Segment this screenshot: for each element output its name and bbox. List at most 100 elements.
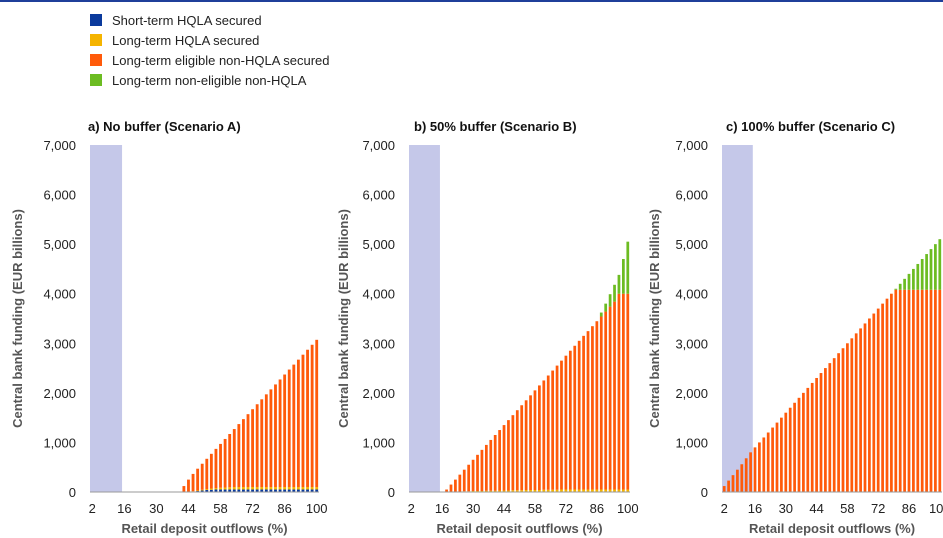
- y-tick-label: 2,000: [43, 386, 76, 401]
- bar-segment: [894, 289, 898, 492]
- bar-segment: [205, 458, 209, 490]
- bar-segment: [573, 489, 577, 492]
- x-tick-label: 72: [871, 501, 885, 516]
- y-tick-label: 1,000: [675, 435, 708, 450]
- bar-segment: [205, 490, 209, 492]
- bar-segment: [591, 326, 594, 490]
- bar-segment: [626, 489, 630, 492]
- bar-segment: [251, 409, 255, 488]
- bar-segment: [498, 490, 501, 492]
- bar-segment: [788, 407, 792, 492]
- bar-segment: [898, 283, 902, 290]
- bar-segment: [260, 487, 264, 490]
- y-tick-label: 6,000: [362, 188, 395, 203]
- bar-segment: [749, 452, 752, 492]
- bar-segment: [200, 490, 204, 492]
- bar-segment: [283, 487, 287, 490]
- bar-segment: [586, 489, 590, 492]
- bar-segment: [582, 489, 585, 492]
- bar-segment: [894, 288, 898, 290]
- x-tick-label: 44: [497, 501, 511, 516]
- bar-segment: [524, 400, 528, 491]
- legend-item-eligible-non-hqla: Long-term eligible non-HQLA secured: [90, 50, 330, 70]
- bar-segment: [209, 488, 213, 490]
- bar-segment: [242, 487, 245, 490]
- x-tick-label: 58: [840, 501, 854, 516]
- bar-segment: [264, 394, 268, 488]
- bar-segment: [515, 410, 519, 491]
- x-tick-label: 2: [408, 501, 415, 516]
- bar-segment: [498, 430, 501, 491]
- chart-title: b) 50% buffer (Scenario B): [414, 119, 577, 134]
- bar-segment: [744, 458, 748, 492]
- bar-segment: [251, 489, 255, 492]
- bar-segment: [232, 487, 236, 490]
- bar-segment: [533, 490, 537, 492]
- bar-segment: [269, 389, 273, 488]
- shaded-region: [722, 145, 753, 492]
- bar-segment: [246, 487, 250, 490]
- bar-segment: [621, 259, 625, 294]
- bar-segment: [228, 489, 232, 492]
- bar-segment: [306, 487, 309, 490]
- bar-segment: [310, 487, 314, 490]
- bar-segment: [507, 490, 510, 492]
- legend-item-non-eligible-non-hqla: Long-term non-eligible non-HQLA: [90, 70, 330, 90]
- y-tick-label: 4,000: [43, 287, 76, 302]
- legend: Short-term HQLA secured Long-term HQLA s…: [90, 10, 330, 90]
- bar-segment: [471, 459, 475, 492]
- bar-segment: [237, 487, 241, 490]
- bar-segment: [608, 306, 612, 490]
- bar-segment: [301, 487, 305, 490]
- bar-segment: [568, 350, 572, 490]
- bar-segment: [260, 399, 264, 488]
- bar-segment: [242, 419, 245, 488]
- bar-segment: [251, 487, 255, 490]
- shaded-region: [409, 145, 440, 492]
- bar-segment: [903, 278, 906, 290]
- bar-segment: [837, 353, 840, 492]
- bar-segment: [758, 442, 761, 492]
- x-tick-label: 86: [277, 501, 291, 516]
- bar-segment: [934, 289, 937, 492]
- bar-segment: [793, 402, 796, 492]
- bar-segment: [876, 308, 880, 492]
- bar-segment: [242, 489, 245, 492]
- bar-segment: [591, 489, 594, 492]
- bar-segment: [237, 489, 241, 492]
- bar-segment: [269, 489, 273, 492]
- bar-segment: [577, 340, 581, 490]
- x-tick-label: 30: [779, 501, 793, 516]
- bar-segment: [885, 298, 889, 492]
- bar-segment: [310, 489, 314, 492]
- bar-segment: [582, 335, 585, 490]
- bar-segment: [564, 489, 568, 492]
- bar-segment: [228, 434, 232, 488]
- bar-segment: [613, 489, 616, 492]
- bar-segment: [454, 479, 457, 492]
- bar-segment: [310, 344, 314, 488]
- legend-swatch: [90, 54, 102, 66]
- bar-segment: [214, 489, 218, 492]
- y-tick-label: 6,000: [43, 188, 76, 203]
- bar-segment: [219, 487, 222, 490]
- bar-segment: [274, 384, 277, 488]
- bar-segment: [907, 289, 911, 492]
- bar-segment: [934, 244, 937, 290]
- bar-segment: [489, 490, 493, 492]
- bar-segment: [859, 328, 862, 492]
- bar-segment: [560, 360, 563, 490]
- x-tick-label: 16: [117, 501, 131, 516]
- bar-segment: [736, 469, 739, 492]
- bar-segment: [841, 348, 845, 492]
- bar-segment: [546, 375, 550, 490]
- bar-segment: [292, 489, 296, 492]
- bar-segment: [214, 448, 218, 489]
- bar-segment: [315, 487, 319, 490]
- bar-segment: [538, 385, 541, 491]
- x-tick-label: 44: [181, 501, 195, 516]
- bar-segment: [916, 289, 920, 492]
- bar-segment: [237, 424, 241, 488]
- bar-segment: [458, 474, 462, 492]
